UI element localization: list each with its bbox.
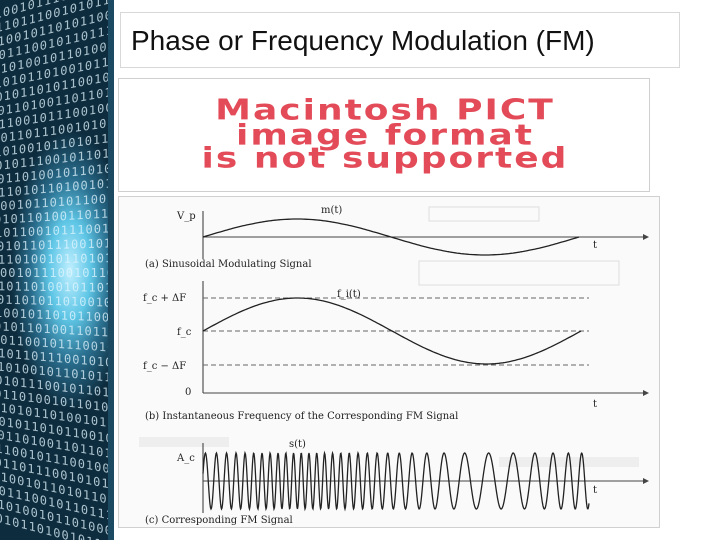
fm-signal-curve bbox=[202, 450, 590, 512]
panel-a-y-label: V_p bbox=[176, 211, 196, 222]
modulating-signal-curve bbox=[202, 218, 580, 256]
panel-b-y-label-zero: 0 bbox=[185, 387, 191, 398]
panel-b-arrow-icon bbox=[643, 390, 649, 396]
instantaneous-frequency-curve bbox=[202, 297, 582, 365]
placeholder-line-2: image format bbox=[235, 119, 535, 152]
panel-a-curve-label: m(t) bbox=[321, 205, 342, 216]
panel-c-caption: (c) Corresponding FM Signal bbox=[145, 515, 293, 526]
fm-figure: V_p m(t) t (a) Sinusoidal Modulating Sig… bbox=[118, 196, 660, 528]
panel-c-curve-label: s(t) bbox=[289, 439, 306, 450]
panel-b-y-label-upper: f_c + ΔF bbox=[143, 293, 186, 304]
panel-b-caption: (b) Instantaneous Frequency of the Corre… bbox=[145, 411, 458, 422]
panel-a: V_p m(t) t (a) Sinusoidal Modulating Sig… bbox=[145, 205, 649, 270]
side-art-edge bbox=[108, 0, 114, 540]
panel-a-caption: (a) Sinusoidal Modulating Signal bbox=[145, 259, 312, 270]
binary-row: 11010010110101100110101101001011 bbox=[0, 249, 108, 267]
panel-a-axis-label: t bbox=[593, 240, 597, 251]
panel-b: f_c + ΔF f_c f_c − ΔF 0 f_i(t) t (b) Ins… bbox=[143, 281, 649, 422]
panel-c: A_c s(t) t (c) Corresponding FM Signal bbox=[145, 439, 649, 526]
panel-b-curve-label: f_i(t) bbox=[337, 289, 361, 300]
panel-c-y-label: A_c bbox=[176, 453, 195, 464]
slide-title: Phase or Frequency Modulation (FM) bbox=[131, 25, 595, 56]
fm-figure-svg: V_p m(t) t (a) Sinusoidal Modulating Sig… bbox=[119, 197, 659, 527]
background-ghost-text bbox=[119, 197, 659, 527]
unsupported-image-placeholder: Macintosh PICT image format is not suppo… bbox=[118, 78, 650, 192]
binary-tunnel-decoration: 1011001011100100001011100101101101011011… bbox=[0, 0, 108, 540]
panel-a-arrow-icon bbox=[643, 234, 649, 240]
panel-b-y-label-lower: f_c − ΔF bbox=[143, 361, 186, 372]
placeholder-line-1: Macintosh PICT bbox=[215, 94, 555, 127]
placeholder-line-3: is not supported bbox=[201, 142, 569, 175]
panel-b-y-label-center: f_c bbox=[177, 327, 192, 338]
panel-c-arrow-icon bbox=[643, 478, 649, 484]
panel-b-axis-label: t bbox=[593, 399, 597, 410]
panel-c-axis-label: t bbox=[593, 485, 597, 496]
slide-title-box: Phase or Frequency Modulation (FM) bbox=[120, 12, 680, 68]
binary-row: 00101110010110111001011010110010 bbox=[0, 266, 108, 280]
